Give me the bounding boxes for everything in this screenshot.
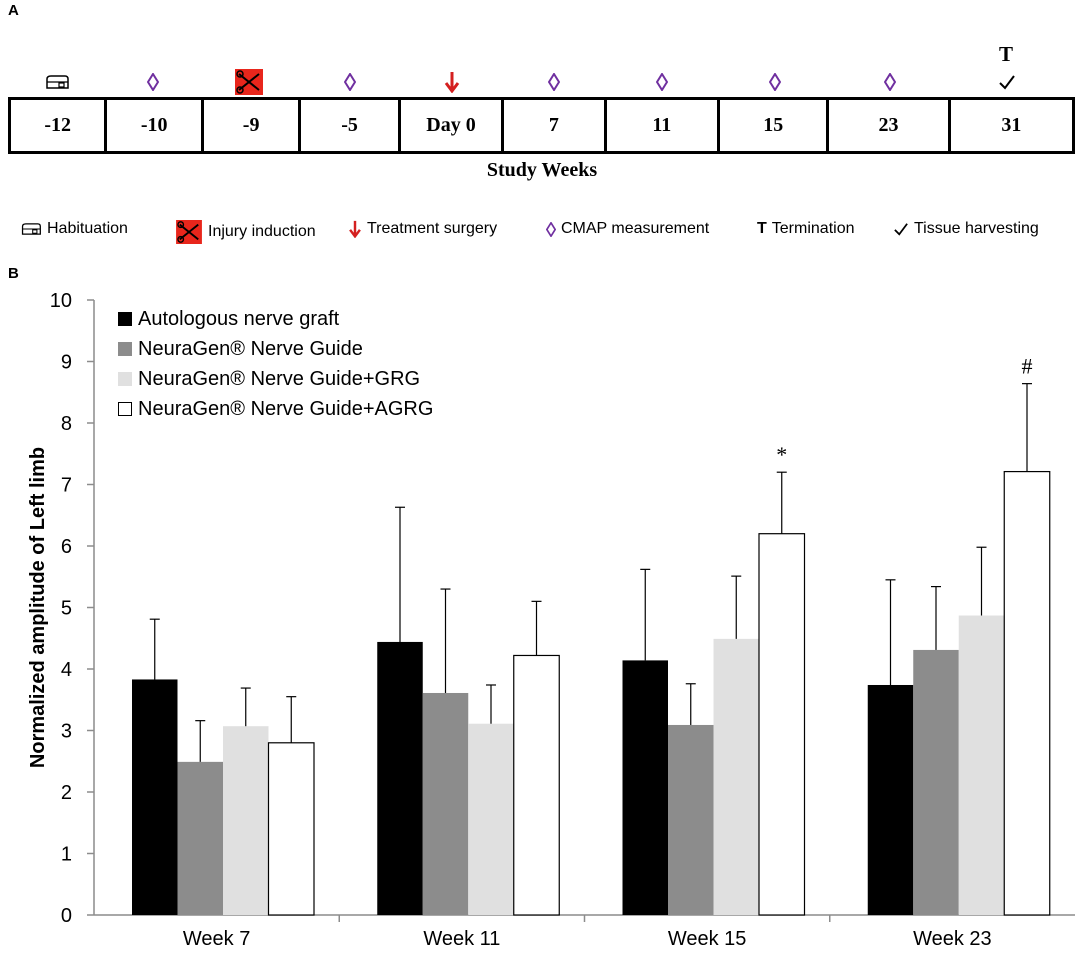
bar bbox=[958, 615, 1005, 915]
legend-item: NeuraGen® Nerve Guide+AGRG bbox=[118, 394, 433, 424]
y-tick-label: 7 bbox=[61, 475, 72, 497]
key-termination: T Termination bbox=[757, 220, 854, 238]
legend-label: NeuraGen® Nerve Guide bbox=[138, 337, 363, 360]
y-tick-label: 0 bbox=[61, 905, 72, 927]
timeline-week: Day 0 bbox=[401, 100, 505, 151]
timeline-week: -5 bbox=[301, 100, 401, 151]
bar bbox=[267, 742, 315, 916]
chart-labels: 0 1 2 3 4 5 6 7 8 9 10 Normalized amplitude of Left… bbox=[27, 290, 1033, 950]
y-tick-label: 10 bbox=[50, 290, 72, 312]
chart-bars bbox=[132, 470, 1051, 916]
key-label: Termination bbox=[771, 220, 855, 237]
timeline-week: -10 bbox=[107, 100, 204, 151]
key-tissue: Tissue harvesting bbox=[893, 220, 1039, 238]
bar bbox=[758, 533, 806, 916]
cmap-icon bbox=[534, 68, 574, 96]
bar bbox=[668, 724, 714, 915]
chart-error-bars bbox=[149, 383, 1032, 762]
cmap-icon bbox=[546, 221, 556, 237]
bar bbox=[913, 649, 959, 915]
injury-icon bbox=[175, 220, 203, 244]
legend-item: Autologous nerve graft bbox=[118, 304, 433, 334]
bar bbox=[1003, 470, 1051, 916]
treatment-icon bbox=[348, 220, 362, 238]
timeline-week: 11 bbox=[607, 100, 720, 151]
legend-swatch bbox=[118, 342, 132, 356]
key-injury: Injury induction bbox=[175, 220, 316, 244]
habituation-icon bbox=[37, 68, 77, 96]
habituation-icon bbox=[20, 222, 42, 236]
cmap-icon bbox=[755, 68, 795, 96]
timeline-axis-label: Study Weeks bbox=[486, 159, 598, 181]
cmap-icon bbox=[330, 68, 370, 96]
bar bbox=[513, 654, 560, 916]
bar-chart: 0 1 2 3 4 5 6 7 8 9 10 Normalized amplitude of Left… bbox=[27, 290, 1075, 950]
bar bbox=[177, 761, 223, 915]
legend-item: NeuraGen® Nerve Guide bbox=[118, 334, 433, 364]
key-cmap: CMAP measurement bbox=[546, 220, 709, 238]
key-label: Tissue harvesting bbox=[914, 220, 1039, 237]
y-tick-label: 6 bbox=[61, 536, 72, 558]
cmap-icon bbox=[133, 68, 173, 96]
x-tick-label: Week 15 bbox=[668, 928, 747, 950]
bar bbox=[867, 684, 914, 915]
injury-icon bbox=[229, 68, 269, 96]
key-habituation: Habituation bbox=[20, 220, 128, 238]
termination-letter: T bbox=[998, 42, 1013, 66]
key-label: Injury induction bbox=[208, 223, 316, 240]
bar bbox=[468, 723, 514, 915]
bar bbox=[713, 638, 759, 915]
legend-label: Autologous nerve graft bbox=[138, 307, 340, 330]
cmap-icon bbox=[642, 68, 682, 96]
legend-swatch bbox=[118, 372, 132, 386]
timeline-week: -12 bbox=[11, 100, 108, 151]
y-axis-label: Normalized amplitude of Left limb bbox=[27, 447, 49, 768]
y-tick-label: 8 bbox=[61, 413, 72, 435]
key-label: Habituation bbox=[47, 220, 128, 237]
timeline-week: 23 bbox=[829, 100, 951, 151]
treatment-icon bbox=[432, 68, 472, 96]
timeline-week: 31 bbox=[1001, 114, 1022, 136]
bar bbox=[132, 679, 178, 915]
timeline-week: -9 bbox=[204, 100, 302, 151]
x-tick-label: Week 23 bbox=[913, 928, 992, 950]
tissue-harvest-icon bbox=[987, 68, 1027, 96]
legend-swatch bbox=[118, 402, 132, 416]
significance-marker: * bbox=[776, 442, 787, 467]
y-tick-label: 9 bbox=[61, 352, 72, 374]
y-tick-label: 5 bbox=[61, 598, 72, 620]
study-timeline: -12 -10 -9 -5 Day 0 7 11 15 23 31 bbox=[8, 97, 1075, 154]
y-tick-label: 4 bbox=[61, 659, 72, 681]
y-tick-label: 3 bbox=[61, 721, 72, 743]
timeline-week: 7 bbox=[504, 100, 607, 151]
key-label: Treatment surgery bbox=[367, 220, 498, 237]
legend-label: NeuraGen® Nerve Guide+AGRG bbox=[138, 397, 434, 420]
bar bbox=[377, 641, 423, 915]
y-tick-label: 1 bbox=[61, 844, 72, 866]
legend-swatch bbox=[118, 312, 132, 326]
significance-marker: # bbox=[1022, 354, 1033, 379]
timeline-week: 15 bbox=[720, 100, 830, 151]
termination-letter: T bbox=[757, 220, 767, 237]
bar bbox=[622, 660, 668, 915]
cmap-icon bbox=[870, 68, 910, 96]
x-tick-label: Week 7 bbox=[183, 928, 250, 950]
tissue-harvest-icon bbox=[893, 222, 909, 236]
x-tick-label: Week 11 bbox=[423, 928, 500, 950]
timeline-key: Habituation Injury induction Treatment s… bbox=[0, 220, 1084, 244]
panel-label-b: B bbox=[8, 265, 19, 282]
legend-item: NeuraGen® Nerve Guide+GRG bbox=[118, 364, 433, 394]
key-treatment: Treatment surgery bbox=[348, 220, 497, 238]
bar bbox=[223, 726, 269, 915]
key-label: CMAP measurement bbox=[561, 220, 710, 237]
chart-legend: Autologous nerve graft NeuraGen® Nerve G… bbox=[118, 304, 433, 424]
bar bbox=[422, 692, 469, 915]
legend-label: NeuraGen® Nerve Guide+GRG bbox=[138, 367, 421, 390]
panel-label-a: A bbox=[8, 2, 19, 19]
y-tick-label: 2 bbox=[61, 782, 72, 804]
